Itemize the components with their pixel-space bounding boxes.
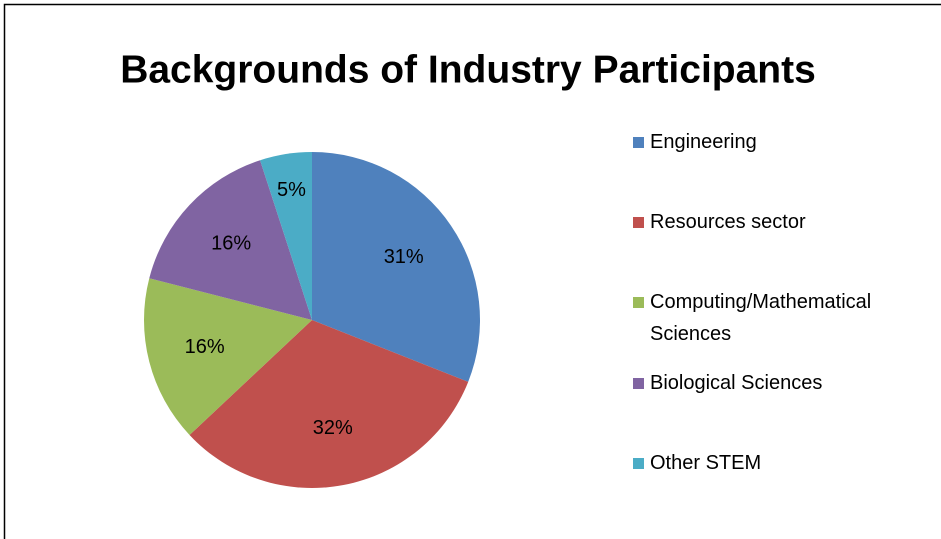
legend-label: Biological Sciences bbox=[650, 372, 823, 394]
legend-label: Engineering bbox=[650, 131, 757, 153]
chart-title: Backgrounds of Industry Participants bbox=[120, 48, 816, 91]
legend-swatch bbox=[633, 458, 644, 469]
pie-slice bbox=[260, 152, 312, 320]
data-label: 16% bbox=[185, 336, 225, 358]
legend-swatch bbox=[633, 297, 644, 308]
data-label: 16% bbox=[211, 232, 251, 254]
data-label: 32% bbox=[313, 417, 353, 439]
legend-swatch bbox=[633, 378, 644, 389]
pie-slice bbox=[149, 160, 312, 320]
legend-label: Resources sector bbox=[650, 211, 806, 233]
legend-swatch bbox=[633, 217, 644, 228]
pie-slice bbox=[312, 152, 480, 382]
data-label: 5% bbox=[277, 179, 306, 201]
data-label: 31% bbox=[384, 246, 424, 268]
legend-label: Other STEM bbox=[650, 452, 762, 474]
chart-border bbox=[3, 3, 941, 539]
legend-label: Computing/Mathematical Sciences bbox=[650, 291, 872, 345]
legend-swatch bbox=[633, 137, 644, 148]
pie-slice bbox=[143, 278, 312, 436]
pie-slice bbox=[189, 320, 469, 489]
